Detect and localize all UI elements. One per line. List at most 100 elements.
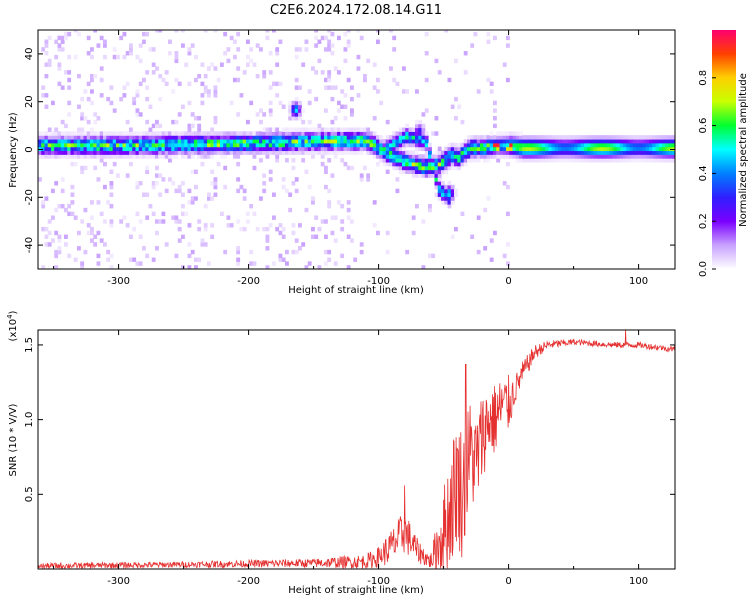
spectrogram-cell [444, 196, 449, 201]
spectrogram-cell [655, 142, 660, 148]
spectrogram-cell [164, 135, 169, 140]
spectrogram-cell [281, 131, 286, 136]
spectrogram-cell [476, 215, 481, 220]
spectrogram-cell [502, 253, 507, 259]
spectrogram-cell [415, 142, 419, 148]
spectrogram-cell [197, 142, 202, 148]
spectrogram-cell [164, 150, 169, 155]
spectrogram-cell [135, 135, 140, 140]
spectrogram-cell [346, 30, 351, 33]
spectrogram-cell [636, 154, 640, 159]
spectrogram-cell [90, 238, 94, 243]
spectrogram-cell [489, 142, 494, 148]
spectrogram-cell [213, 93, 218, 98]
spectrogram-cell [343, 142, 348, 148]
spectrogram-cell [450, 161, 455, 167]
spectrogram-cell [587, 142, 592, 148]
spectrogram-cell [298, 47, 302, 52]
spectrogram-cell [457, 104, 462, 109]
spectrogram-cell [47, 135, 52, 140]
spectrogram-cell [197, 154, 202, 159]
spectrogram-cell [649, 142, 653, 148]
spectrogram-cell [324, 142, 328, 148]
spectrogram-cell [454, 165, 458, 171]
spectrogram-cell [155, 142, 159, 148]
spectrogram-cell [483, 146, 488, 152]
spectrogram-cell [489, 131, 494, 136]
spectrogram-cell [629, 146, 634, 152]
spectrogram-cell [476, 158, 481, 163]
spectrogram-cell [571, 146, 575, 152]
spectrogram-cell [493, 108, 497, 113]
spectrogram-cell [561, 142, 566, 148]
spectrogram-cell [93, 73, 98, 79]
spectrogram-cell [90, 135, 94, 140]
spectrogram-cell [109, 146, 114, 152]
spectrogram-cell [135, 150, 140, 155]
spectrogram-cell [450, 200, 455, 205]
spectrogram-cell [668, 138, 673, 144]
spectrogram-cell [619, 138, 624, 144]
spectrogram-cell [116, 154, 120, 159]
spectrogram-cell [174, 138, 179, 144]
spectrogram-cell [655, 158, 660, 163]
spectrogram-cell [275, 142, 280, 148]
spectrogram-cell [41, 200, 46, 205]
spectrogram-cell [619, 154, 624, 159]
spectrogram-cell [522, 135, 527, 140]
spectrogram-cell [346, 127, 351, 132]
spectrogram-cell [450, 154, 455, 159]
spectrogram-cell [57, 131, 62, 136]
spectrogram-cell [359, 249, 364, 255]
spectrogram-cell [421, 123, 426, 129]
x-tick-label: -100 [367, 276, 390, 287]
spectrogram-cell [288, 116, 293, 121]
spectrogram-cell [90, 89, 94, 94]
spectrogram-cell [236, 31, 241, 37]
spectrogram-cell [151, 135, 156, 140]
spectrogram-cell [366, 146, 371, 152]
spectrogram-cell [330, 230, 335, 236]
spectrogram-cell [200, 138, 205, 144]
spectrogram-cell [512, 154, 517, 159]
spectrogram-cell [51, 142, 55, 148]
spectrogram-cell [613, 158, 618, 163]
spectrogram-cell [272, 138, 276, 144]
spectrogram-cell [366, 131, 371, 136]
spectrogram-cell [632, 158, 637, 163]
spectrogram-cell [57, 35, 62, 41]
spectrogram-cell [51, 135, 55, 140]
spectrogram-cell [538, 135, 543, 140]
spectrogram-cell [434, 116, 439, 121]
spectrogram-cell [307, 184, 312, 190]
spectrogram-cell [223, 131, 228, 136]
spectrogram-cell [554, 150, 559, 155]
spectrogram-cell [272, 127, 276, 132]
spectrogram-cell [112, 131, 117, 136]
spectrogram-cell [103, 39, 107, 44]
spectrogram-cell [99, 238, 104, 243]
spectrogram-cell [132, 142, 137, 148]
spectrogram-cell [90, 127, 94, 132]
spectrogram-cell [265, 265, 270, 269]
spectrogram-cell [272, 215, 276, 220]
spectrogram-cell [662, 135, 666, 140]
spectrogram-cell [155, 173, 159, 178]
spectrogram-cell [44, 142, 49, 148]
spectrogram-cell [639, 142, 644, 148]
spectrogram-cell [561, 135, 566, 140]
spectrogram-cell [86, 131, 91, 136]
spectrogram-cell [148, 150, 153, 155]
spectrogram-cell [470, 43, 475, 48]
spectrogram-cell [151, 123, 156, 129]
spectrogram-cell [307, 100, 312, 106]
spectrogram-cell [424, 135, 429, 140]
spectrogram-cell [402, 158, 406, 163]
spectrogram-cell [239, 138, 244, 144]
spectrogram-cell [405, 131, 410, 136]
spectrogram-cell [574, 135, 579, 140]
spectrogram-cell [229, 138, 234, 144]
spectrogram-cell [502, 131, 507, 136]
spectrogram-cell [148, 154, 153, 159]
spectrogram-cell [385, 135, 390, 140]
